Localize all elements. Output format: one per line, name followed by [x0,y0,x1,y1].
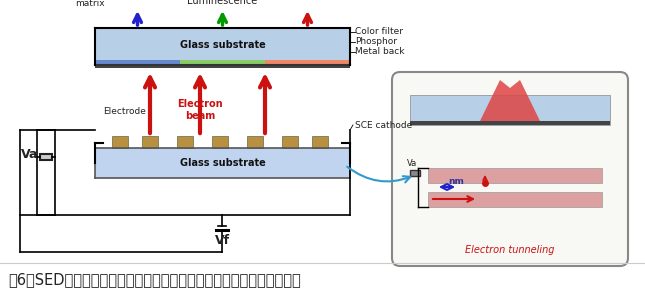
Bar [180,60,265,68]
Text: Phosphor: Phosphor [355,38,397,46]
Bar [247,136,263,148]
Text: Metal back: Metal back [355,47,404,57]
Text: Luminescence: Luminescence [188,0,257,6]
Bar [212,136,228,148]
Text: nm: nm [448,176,464,186]
Bar [312,136,328,148]
Text: 图6：SED的结构。每个子像素都有一个独特的用于提供电子流的电极对: 图6：SED的结构。每个子像素都有一个独特的用于提供电子流的电极对 [8,273,301,287]
Text: Vf: Vf [215,234,230,247]
Bar [428,168,602,183]
Bar [40,154,52,160]
Text: Glass substrate: Glass substrate [179,158,265,168]
Text: Electron tunneling: Electron tunneling [465,245,555,255]
Text: Va: Va [21,149,39,162]
Bar [282,136,298,148]
Bar [95,65,350,68]
Text: Electron
beam: Electron beam [177,99,223,121]
Bar [142,136,158,148]
Bar [95,60,180,68]
Bar [112,136,128,148]
Bar [95,148,350,178]
FancyBboxPatch shape [392,72,628,266]
Bar [410,121,610,125]
Text: SCE cathode: SCE cathode [355,120,412,130]
Bar [428,192,602,207]
Text: Va: Va [407,160,417,168]
Bar [177,136,193,148]
Polygon shape [480,80,540,121]
Bar [95,28,350,68]
Text: Color filter: Color filter [355,28,403,36]
Text: Glass substrate: Glass substrate [179,40,265,50]
Text: Black
matrix: Black matrix [75,0,104,8]
Bar [410,170,420,176]
Bar [410,95,610,125]
Bar [265,60,350,68]
Text: Electrode: Electrode [104,107,146,117]
